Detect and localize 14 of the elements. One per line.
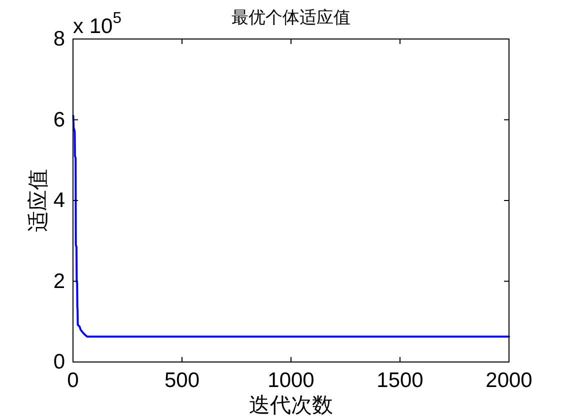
chart-title: 最优个体适应值 bbox=[232, 8, 350, 27]
x-tick-label: 1500 bbox=[376, 368, 424, 392]
line-series bbox=[72, 114, 510, 338]
y-tick-label: 2 bbox=[53, 270, 65, 293]
y-tick-label: 4 bbox=[53, 189, 66, 212]
y-axis-title: 适应值 bbox=[26, 169, 50, 232]
y-tick-label: 8 bbox=[53, 28, 65, 51]
text: x 10$^{5}$ bbox=[73, 10, 122, 38]
x-axis-title: 迭代次数 bbox=[249, 393, 333, 417]
y-tick-label: 0 bbox=[53, 350, 65, 374]
x-tick-label: 1000 bbox=[268, 368, 314, 392]
x-tick-label: 2000 bbox=[486, 368, 532, 392]
y-tick-label: 6 bbox=[53, 108, 65, 132]
x-tick-label: 500 bbox=[164, 368, 200, 392]
